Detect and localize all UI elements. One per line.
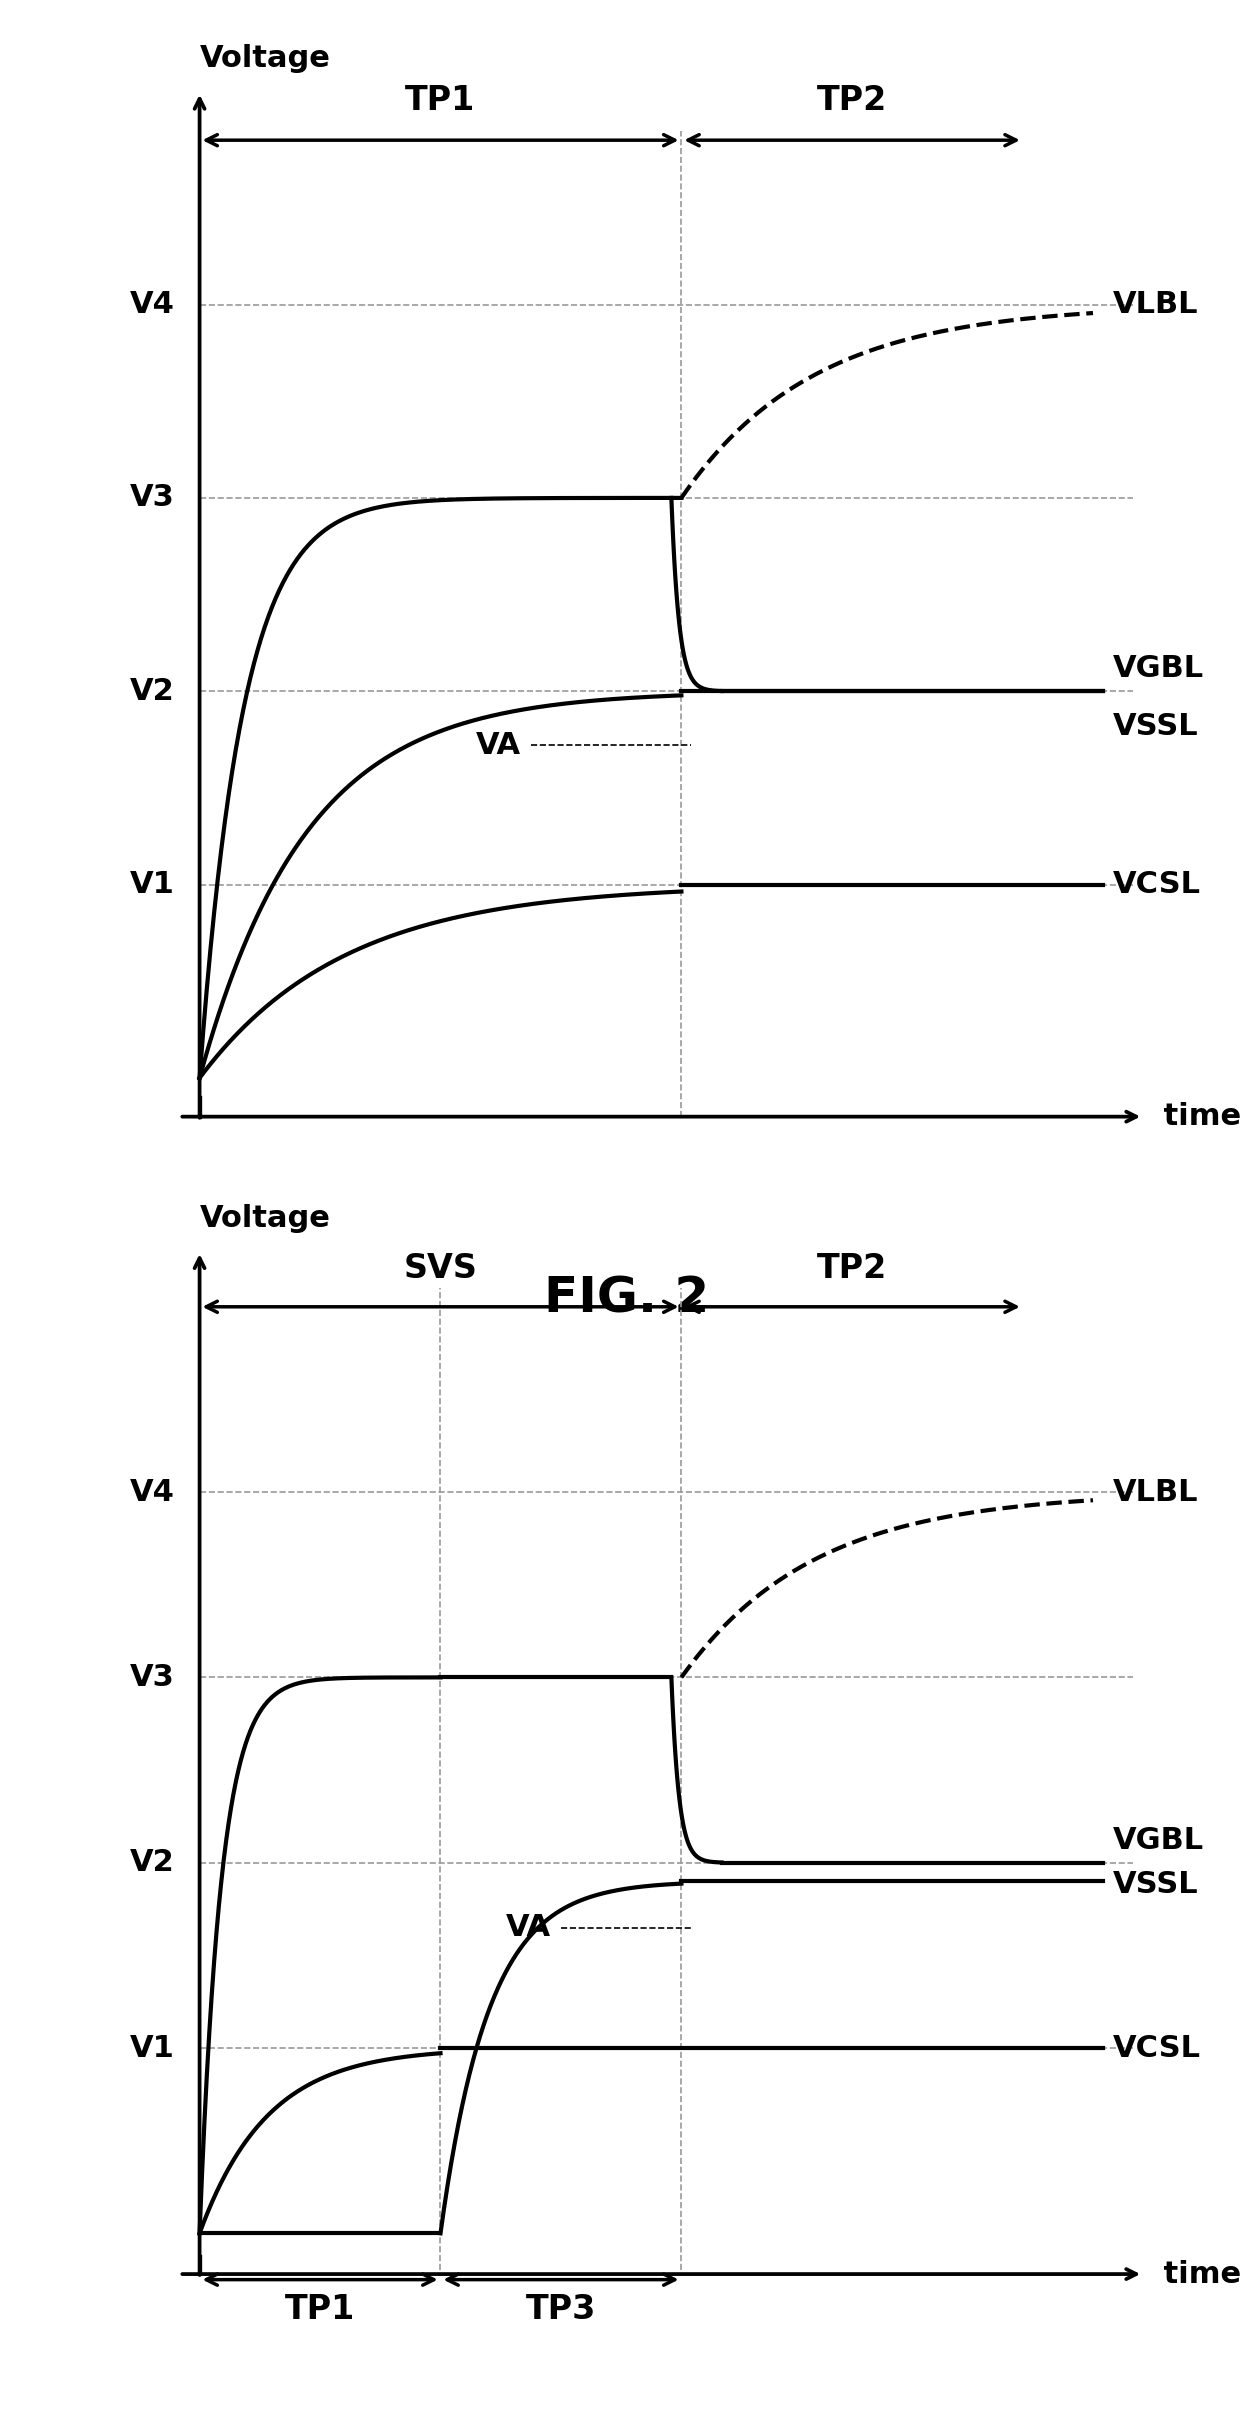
Text: Voltage: Voltage: [200, 44, 330, 73]
Text: VGBL: VGBL: [1114, 1825, 1204, 1854]
Text: VSSL: VSSL: [1114, 1871, 1199, 1900]
Text: TP2: TP2: [817, 1252, 887, 1283]
Text: VCSL: VCSL: [1114, 870, 1202, 899]
Text: TP1: TP1: [405, 85, 476, 116]
Text: time: time: [1153, 1102, 1240, 1131]
Text: VA: VA: [506, 1914, 551, 1941]
Text: VCSL: VCSL: [1114, 2033, 1202, 2062]
Text: VLBL: VLBL: [1114, 290, 1199, 319]
Text: TP1: TP1: [285, 2294, 355, 2325]
Text: VSSL: VSSL: [1114, 711, 1199, 740]
Text: V3: V3: [130, 483, 175, 512]
Text: TP3: TP3: [526, 2294, 596, 2325]
Text: TP2: TP2: [817, 85, 887, 116]
Text: V1: V1: [130, 870, 175, 899]
Text: VA: VA: [476, 730, 521, 759]
Text: time: time: [1153, 2260, 1240, 2289]
Text: V2: V2: [130, 1849, 175, 1878]
Text: V4: V4: [130, 290, 175, 319]
Text: VLBL: VLBL: [1114, 1477, 1199, 1506]
Text: V4: V4: [130, 1477, 175, 1506]
Text: SVS: SVS: [403, 1252, 477, 1283]
Text: V1: V1: [130, 2033, 175, 2062]
Text: V3: V3: [130, 1663, 175, 1692]
Text: V2: V2: [130, 677, 175, 706]
Text: VGBL: VGBL: [1114, 653, 1204, 682]
Text: FIG. 2: FIG. 2: [543, 1274, 709, 1322]
Text: Voltage: Voltage: [200, 1204, 330, 1233]
